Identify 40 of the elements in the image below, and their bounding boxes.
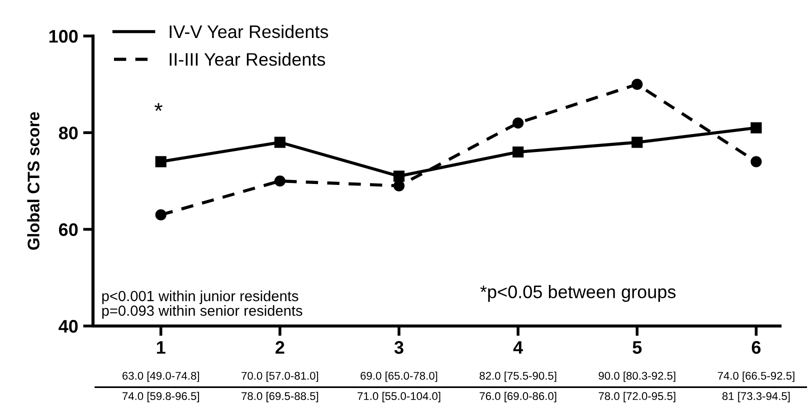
point (632, 78, 643, 90)
x-tick-label: 2 (276, 341, 284, 354)
point (274, 136, 286, 148)
data-label: 78.0 [69.5-88.5] (242, 392, 318, 402)
point (393, 180, 405, 192)
x-tick-label: 5 (632, 341, 642, 354)
y-tick-label: 100 (49, 30, 78, 43)
point (750, 156, 762, 168)
y-tick-label: 80 (58, 126, 78, 140)
annotation: *p<0.05 between groups (480, 285, 676, 302)
data-label: 90.0 [80.3-92.5] (598, 372, 676, 382)
data-label: 82.0 [75.5-90.5] (480, 372, 556, 382)
point (512, 117, 524, 129)
x-tick-label: 4 (513, 341, 523, 354)
data-label: 69.0 [65.0-78.0] (360, 372, 438, 382)
point (155, 209, 166, 220)
data-label: 76.0 [69.0-86.0] (480, 392, 556, 402)
data-label: 70.0 [57.0-81.0] (242, 372, 318, 382)
point (512, 146, 524, 158)
data-label: 81 [73.3-94.5] (722, 392, 790, 402)
point (274, 175, 286, 187)
annotation: p<0.001 within junior residents p=0.093 within senior residents (102, 290, 302, 319)
data-label: 63.0 [49.0-74.8] (122, 372, 199, 382)
legend-label: II-III Year Residents (170, 52, 326, 66)
x-tick-label: 6 (752, 341, 761, 354)
point (393, 170, 405, 182)
data-label: 71.0 [55.0-104.0] (358, 392, 440, 402)
point (750, 122, 762, 134)
point (155, 156, 166, 168)
legend-label: IV-V Year Residents (170, 24, 328, 38)
point (632, 136, 643, 148)
data-label: 74.0 [66.5-92.5] (718, 372, 794, 382)
annotation: * (154, 103, 162, 111)
y-axis-title: Global CTS score (27, 112, 40, 250)
data-label: 78.0 [72.0-95.5] (598, 392, 676, 402)
y-tick-label: 40 (58, 320, 78, 333)
x-tick-label: 1 (156, 341, 166, 354)
data-label: 74.0 [59.8-96.5] (122, 392, 199, 402)
y-tick-label: 60 (58, 223, 78, 236)
x-tick-label: 3 (394, 341, 404, 354)
